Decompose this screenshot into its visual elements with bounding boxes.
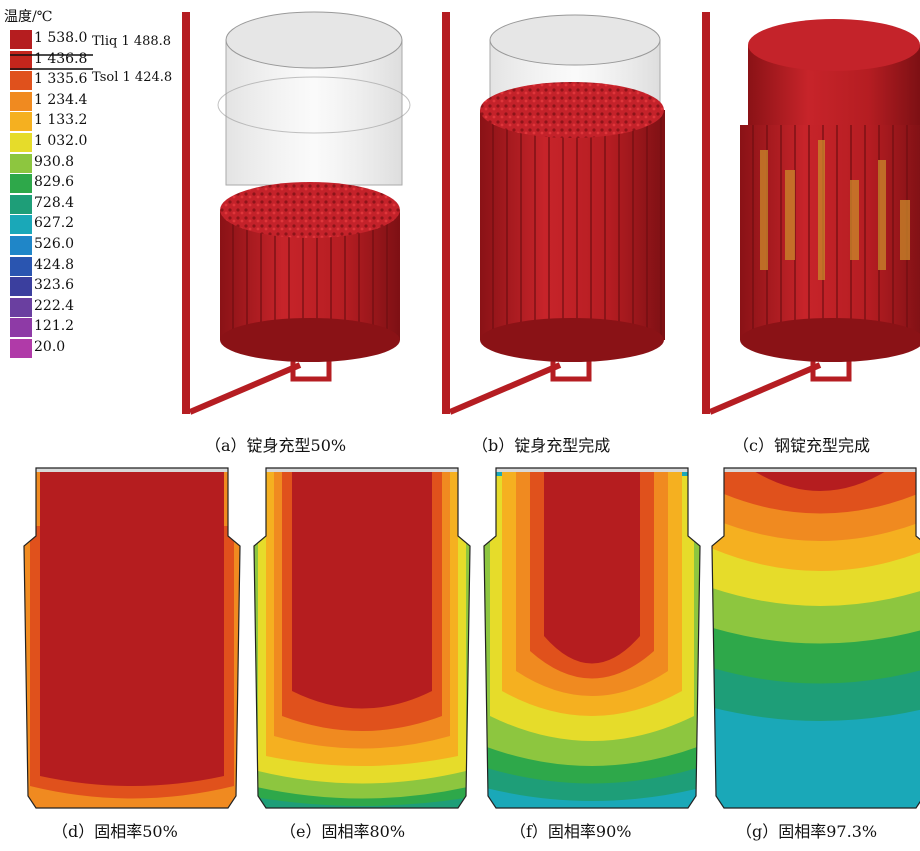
legend-entry: 526.0 bbox=[10, 234, 180, 255]
caption-a: （a）锭身充型50% bbox=[205, 436, 347, 455]
legend-swatch bbox=[10, 30, 32, 49]
legend-entry: 121.2 bbox=[10, 316, 180, 338]
legend-entry: 20.0 bbox=[10, 337, 180, 358]
legend-value: 424.8 bbox=[34, 256, 75, 273]
legend-entry: 728.4 bbox=[10, 193, 180, 214]
legend-value: 1 234.4 bbox=[34, 91, 88, 108]
panel-e-section bbox=[253, 467, 471, 809]
caption-f: （f）固相率90% bbox=[510, 822, 632, 841]
legend-value: 1 032.0 bbox=[34, 133, 88, 149]
legend-entry: 1 032.0 bbox=[10, 131, 180, 152]
caption-e: （e）固相率80% bbox=[280, 822, 406, 841]
legend-entry: 627.2 bbox=[10, 213, 180, 235]
caption-b: （b）锭身充型完成 bbox=[472, 436, 611, 455]
liquidus-label: Tliq 1 488.8 bbox=[92, 34, 172, 49]
panel-a-render bbox=[182, 11, 411, 415]
legend-value: 930.8 bbox=[34, 153, 75, 170]
legend-value: 323.6 bbox=[34, 277, 75, 294]
solidus-label: Tsol 1 424.8 bbox=[92, 70, 173, 85]
legend-value: 1 335.6 bbox=[34, 71, 88, 88]
caption-g: （g）固相率97.3% bbox=[736, 822, 878, 841]
legend-title: 温度/℃ bbox=[4, 9, 53, 25]
panel-g-section bbox=[711, 467, 920, 809]
legend-swatch bbox=[10, 133, 32, 152]
legend-swatch bbox=[10, 236, 32, 255]
legend-swatch bbox=[10, 71, 32, 91]
legend-value: 1 538.0 bbox=[34, 30, 88, 46]
legend-entry: 323.6 bbox=[10, 275, 180, 297]
legend-swatch bbox=[10, 339, 32, 358]
legend-value: 1 133.2 bbox=[34, 112, 88, 129]
solidification-sections bbox=[23, 467, 920, 809]
legend-entry: 222.4 bbox=[10, 296, 180, 317]
legend-swatch bbox=[10, 174, 32, 194]
legend-swatch bbox=[10, 194, 32, 214]
legend-value: 526.0 bbox=[34, 236, 75, 252]
legend-value: 627.2 bbox=[34, 215, 75, 232]
legend-entry: 1 538.0 bbox=[10, 28, 180, 49]
legend-value: 20.0 bbox=[34, 339, 66, 355]
legend-value: 121.2 bbox=[34, 318, 75, 335]
legend-entry: 424.8 bbox=[10, 255, 180, 276]
panel-f-section bbox=[483, 467, 701, 809]
panel-c-render bbox=[702, 12, 920, 415]
panel-d-section bbox=[23, 467, 241, 809]
legend-marker-lines bbox=[10, 54, 93, 70]
legend-value: 829.6 bbox=[34, 174, 75, 191]
legend-swatch bbox=[10, 215, 32, 235]
legend-entry: 1 133.2 bbox=[10, 110, 180, 132]
legend-swatch bbox=[10, 153, 32, 173]
legend-value: 728.4 bbox=[34, 194, 75, 211]
legend-entry: 829.6 bbox=[10, 172, 180, 194]
caption-d: （d）固相率50% bbox=[52, 822, 178, 841]
caption-c: （c）钢锭充型完成 bbox=[733, 436, 870, 455]
legend-swatch bbox=[10, 91, 32, 111]
legend-value: 222.4 bbox=[34, 297, 75, 314]
legend-swatch bbox=[10, 256, 32, 276]
legend-swatch bbox=[10, 297, 32, 317]
legend-entry: 1 234.4 bbox=[10, 90, 180, 111]
legend-swatch bbox=[10, 277, 32, 297]
legend-swatch bbox=[10, 318, 32, 338]
legend-swatch bbox=[10, 112, 32, 132]
legend-entry: 930.8 bbox=[10, 152, 180, 173]
legend-entry: 1 335.6 bbox=[10, 69, 180, 91]
panel-b-render bbox=[442, 12, 665, 415]
filling-renders bbox=[182, 11, 920, 415]
